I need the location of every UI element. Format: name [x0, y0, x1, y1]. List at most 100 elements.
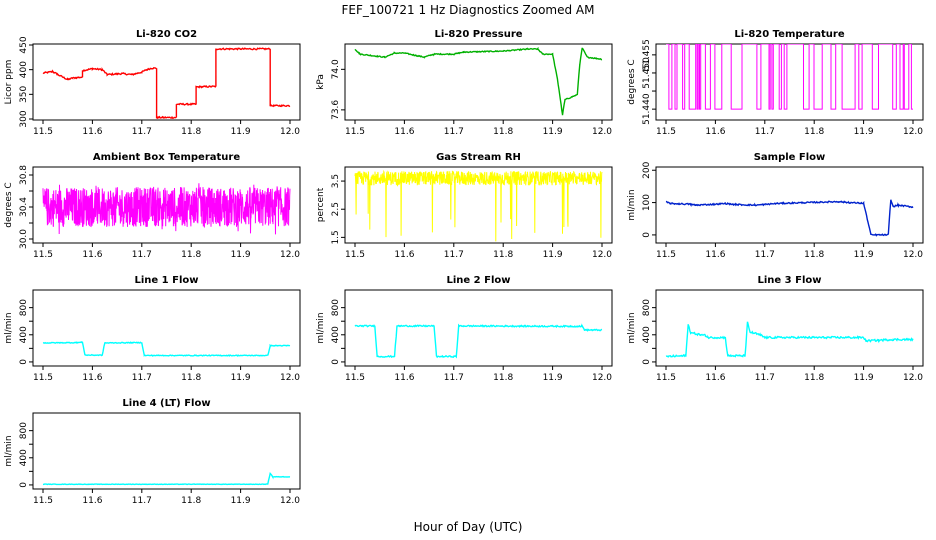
chart-panel: Sample Flow 11.5 11.6 11.7 11.8 11.9 12.0 0 100 2…	[627, 152, 924, 260]
chart-title: Li-820 Pressure	[434, 29, 522, 40]
data-series-line	[42, 472, 291, 486]
plot-frame	[32, 412, 301, 490]
x-tick-label: 11.5	[33, 250, 53, 260]
data-series-line	[42, 183, 291, 235]
x-tick-label: 11.6	[82, 250, 102, 260]
x-tick-label: 11.9	[543, 127, 563, 137]
y-tick-label: 400	[331, 326, 341, 343]
x-tick-label: 11.5	[656, 127, 676, 137]
x-tick-label: 12.0	[592, 373, 612, 383]
chart-title: Li-820 Temperature	[734, 29, 844, 40]
chart-title: Line 4 (LT) Flow	[122, 398, 210, 409]
plot-frame	[344, 166, 613, 244]
plot-frame	[32, 289, 301, 367]
y-axis-label: Licor ppm	[4, 60, 14, 105]
y-tick-label: 400	[19, 61, 29, 78]
chart-title: Line 1 Flow	[135, 275, 199, 286]
x-tick-label: 11.7	[132, 496, 152, 506]
x-tick-label: 11.9	[231, 373, 251, 383]
y-tick-label: 0	[331, 359, 341, 365]
x-tick-label: 11.9	[543, 373, 563, 383]
data-series-line	[665, 321, 914, 358]
x-tick-label: 12.0	[592, 127, 612, 137]
plot-frame	[344, 43, 613, 121]
x-tick-label: 11.8	[181, 496, 201, 506]
chart-panel: Li-820 CO2 11.5 11.6 11.7 11.8 11.9 12.0 300 350…	[4, 29, 301, 137]
y-tick-label: 51.440	[642, 93, 652, 125]
y-tick-label: 0	[642, 359, 652, 365]
x-tick-label: 11.7	[132, 250, 152, 260]
x-tick-label: 11.8	[181, 250, 201, 260]
plot-frame	[344, 289, 613, 367]
chart-title: Li-820 CO2	[136, 29, 197, 40]
x-tick-label: 11.5	[345, 373, 365, 383]
x-tick-label: 11.6	[705, 127, 725, 137]
x-tick-label: 11.6	[705, 373, 725, 383]
data-series-line	[354, 169, 603, 242]
x-tick-label: 12.0	[903, 373, 923, 383]
x-tick-label: 11.5	[345, 250, 365, 260]
plot-frame	[655, 289, 924, 367]
x-tick-label: 11.6	[82, 373, 102, 383]
y-axis-label: ml/min	[627, 312, 637, 343]
y-tick-label: 0	[642, 232, 652, 238]
x-tick-label: 11.8	[804, 250, 824, 260]
x-tick-label: 11.8	[181, 373, 201, 383]
chart-panel: Li-820 Pressure 11.5 11.6 11.7 11.8 11.9 12.0 7…	[316, 29, 613, 137]
x-tick-label: 11.5	[656, 250, 676, 260]
x-tick-label: 11.9	[854, 250, 874, 260]
x-tick-label: 11.5	[33, 496, 53, 506]
x-tick-label: 11.8	[181, 127, 201, 137]
chart-panel: Line 1 Flow 11.5 11.6 11.7 11.8 11.9 12.0 0 400 8…	[4, 275, 301, 383]
y-axis-label: ml/min	[316, 312, 326, 343]
y-axis-label: degrees C	[4, 182, 14, 227]
x-tick-label: 11.7	[132, 127, 152, 137]
chart-panel: Ambient Box Temperature 11.5 11.6 11.7 11.8 1…	[4, 152, 301, 260]
x-tick-label: 11.9	[231, 127, 251, 137]
x-tick-label: 12.0	[592, 250, 612, 260]
y-tick-label: 30.4	[19, 197, 29, 217]
y-axis-label: ml/min	[4, 435, 14, 466]
y-tick-label: 800	[19, 299, 29, 316]
x-tick-label: 11.5	[33, 127, 53, 137]
x-tick-label: 11.9	[854, 127, 874, 137]
y-tick-label: 0	[19, 359, 29, 365]
y-tick-label: 200	[642, 161, 652, 178]
x-tick-label: 11.9	[543, 250, 563, 260]
y-tick-label: 400	[19, 449, 29, 466]
x-tick-label: 11.8	[804, 127, 824, 137]
panels-group: Li-820 CO2 11.5 11.6 11.7 11.8 11.9 12.0 300 350…	[4, 29, 924, 506]
chart-title: Ambient Box Temperature	[93, 152, 240, 163]
x-tick-label: 12.0	[903, 127, 923, 137]
y-tick-label: 74.0	[331, 59, 341, 79]
x-tick-label: 12.0	[280, 496, 300, 506]
x-tick-label: 11.7	[755, 127, 775, 137]
y-tick-label: 3.5	[331, 174, 341, 188]
y-tick-label: 1.5	[331, 230, 341, 244]
y-axis-label: ml/min	[627, 189, 637, 220]
chart-panel: Line 2 Flow 11.5 11.6 11.7 11.8 11.9 12.0 0 400 8…	[316, 275, 613, 383]
y-tick-label: 300	[19, 110, 29, 127]
y-tick-label: 400	[642, 326, 652, 343]
data-series-line	[666, 44, 913, 110]
chart-panel: Li-820 Temperature 11.5 11.6 11.7 11.8 11.9 12…	[627, 29, 924, 137]
x-tick-label: 11.7	[444, 373, 464, 383]
x-tick-label: 11.8	[493, 373, 513, 383]
data-series-line	[354, 323, 603, 359]
y-tick-label: 0	[19, 482, 29, 488]
plot-frame	[655, 166, 924, 244]
x-tick-label: 11.6	[394, 373, 414, 383]
y-axis-label: degrees C	[627, 59, 637, 104]
x-tick-label: 12.0	[280, 250, 300, 260]
x-tick-label: 11.7	[755, 250, 775, 260]
x-tick-label: 11.8	[804, 373, 824, 383]
chart-title: Line 3 Flow	[758, 275, 822, 286]
y-axis-label: ml/min	[4, 312, 14, 343]
x-tick-label: 11.7	[444, 127, 464, 137]
y-tick-label: 800	[642, 299, 652, 316]
y-tick-label: 30.0	[19, 229, 29, 249]
x-tick-label: 11.6	[705, 250, 725, 260]
figure-xlabel: Hour of Day (UTC)	[414, 520, 523, 534]
y-tick-label: 30.8	[19, 165, 29, 185]
